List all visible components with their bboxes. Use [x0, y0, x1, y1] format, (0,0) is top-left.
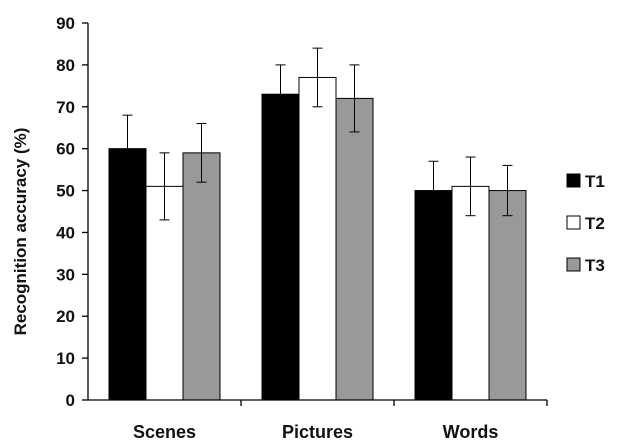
bar-t2-pictures — [298, 76, 337, 401]
bar-t3-words — [488, 190, 527, 401]
y-tick-label: 80 — [56, 56, 75, 75]
x-axis-ticks — [240, 400, 548, 406]
bar-t3-pictures — [335, 97, 374, 401]
y-tick-label: 40 — [56, 223, 75, 242]
y-tick-label: 50 — [56, 182, 75, 201]
bar-t2-words — [451, 185, 490, 401]
bar-t3-scenes — [182, 152, 221, 401]
legend: T1 T2 T3 — [566, 172, 605, 275]
y-tick-label: 90 — [56, 14, 75, 33]
legend-label-t1: T1 — [585, 172, 605, 191]
bars-group — [108, 76, 527, 401]
bar-t1-scenes — [108, 148, 147, 401]
y-tick-label: 0 — [66, 391, 75, 410]
category-labels: Scenes Pictures Words — [133, 422, 498, 442]
y-tick-label: 10 — [56, 349, 75, 368]
category-label: Words — [443, 422, 499, 442]
y-tick-label: 70 — [56, 98, 75, 117]
bar-t1-pictures — [261, 93, 300, 401]
y-tick-label: 60 — [56, 140, 75, 159]
category-label: Scenes — [133, 422, 196, 442]
legend-label-t3: T3 — [585, 256, 605, 275]
legend-swatch-t2 — [566, 215, 581, 230]
y-axis-title: Recognition accuracy (%) — [11, 128, 30, 336]
category-label: Pictures — [282, 422, 353, 442]
legend-swatch-t1 — [566, 173, 581, 188]
error-bars-group — [122, 47, 513, 221]
legend-label-t2: T2 — [585, 214, 605, 233]
legend-swatch-t3 — [566, 257, 581, 272]
bar-t1-words — [414, 190, 453, 401]
y-axis-ticks: 0 10 20 30 40 50 60 70 80 90 — [56, 14, 88, 410]
y-tick-label: 30 — [56, 265, 75, 284]
y-tick-label: 20 — [56, 307, 75, 326]
